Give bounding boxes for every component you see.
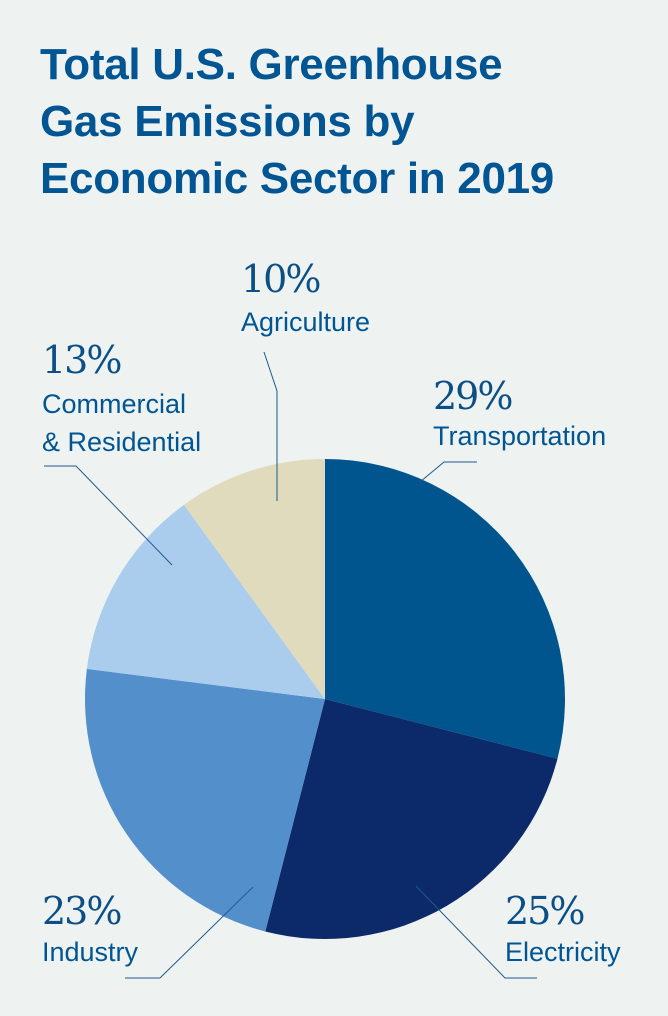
leader-line-agriculture xyxy=(263,351,278,501)
pie-slice-transportation xyxy=(325,459,566,759)
slice-label-line: & Residential xyxy=(42,427,201,457)
slice-percent-commercial-and-residential: 13% xyxy=(42,338,121,382)
slice-label-commercial-and-residential: Commercial & Residential xyxy=(42,389,201,457)
leader-line-commercial-and-residential xyxy=(44,465,173,566)
slice-percent-industry: 23% xyxy=(42,889,121,933)
slice-label-agriculture: Agriculture xyxy=(241,307,370,337)
pie-slice-electricity xyxy=(265,699,558,940)
pie-slice-agriculture xyxy=(183,459,325,699)
slice-label-line: Industry xyxy=(42,937,139,967)
slice-label-electricity: Electricity xyxy=(505,937,621,967)
slice-percent-agriculture: 10% xyxy=(241,257,320,301)
slice-label-transportation: Transportation xyxy=(433,421,606,451)
leader-line-industry xyxy=(125,886,254,979)
slice-percent-electricity: 25% xyxy=(505,889,584,933)
pie-slice-commercial-and-residential xyxy=(86,504,325,699)
slice-label-line: Transportation xyxy=(433,421,606,451)
chart-title-line-1: Total U.S. Greenhouse xyxy=(40,40,503,89)
chart-title-line-3: Economic Sector in 2019 xyxy=(40,154,554,203)
slice-percent-transportation: 29% xyxy=(433,374,512,418)
leader-line-transportation xyxy=(419,461,477,483)
slice-labels: 29%Transportation 25% Electricity 23% Indust… xyxy=(42,257,621,967)
chart-title-line-2: Gas Emissions by xyxy=(40,97,415,146)
leader-line-electricity xyxy=(415,885,537,979)
slice-label-line: Agriculture xyxy=(241,307,370,337)
pie-slices xyxy=(84,459,566,940)
leader-lines xyxy=(44,351,537,979)
slice-label-line: Electricity xyxy=(505,937,621,967)
slice-label-line: Commercial xyxy=(42,389,186,419)
slice-label-industry: Industry xyxy=(42,937,139,967)
chart-title: Total U.S. Greenhouse Gas Emissions by E… xyxy=(40,36,640,207)
pie-slice-industry xyxy=(84,668,325,932)
